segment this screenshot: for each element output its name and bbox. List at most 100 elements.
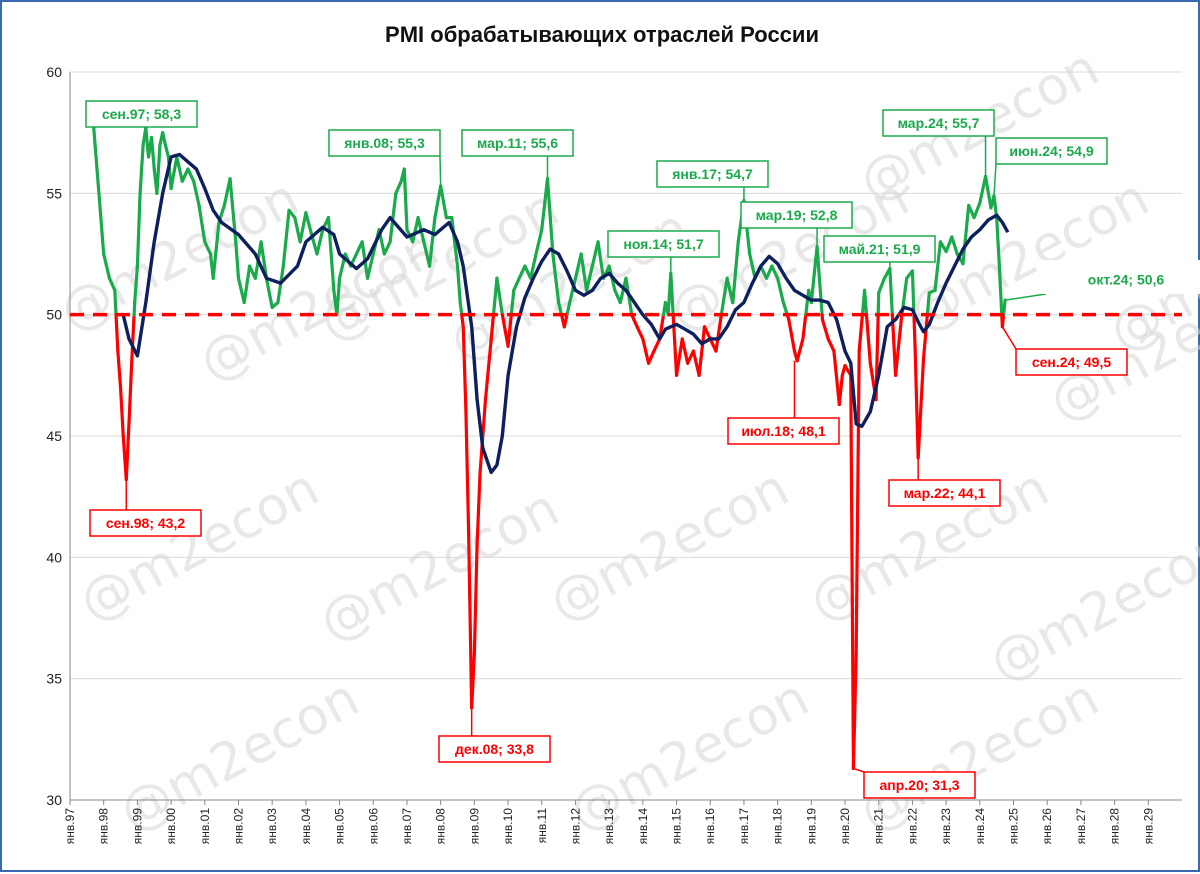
annotation-label-8: мар.19; 52,8: [756, 207, 838, 223]
pmi-segment-183-0: [986, 176, 991, 208]
pmi-segment-68-0: [404, 169, 407, 230]
pmi-segment-188-1: [1004, 300, 1005, 315]
pmi-segment-10-1: [134, 303, 135, 315]
x-tick-label-2: янв.99: [130, 808, 144, 845]
x-tick-label-15: янв.12: [568, 808, 582, 845]
pmi-segment-117-0: [654, 339, 660, 351]
watermark-8: @m2econ: [70, 458, 329, 634]
x-tick-label-17: янв.14: [636, 808, 650, 845]
x-tick-label-26: янв.23: [939, 808, 953, 845]
x-tick-label-31: янв.28: [1108, 808, 1122, 845]
y-tick-label-30: 30: [46, 792, 62, 808]
annotation-label-4: мар.11; 55,6: [477, 135, 558, 151]
y-tick-label-60: 60: [46, 64, 62, 80]
x-tick-label-4: янв.01: [198, 808, 212, 845]
pmi-segment-4-0: [115, 290, 116, 314]
annotation-leader-9: [853, 768, 864, 772]
pmi-segment-38-0: [244, 266, 249, 302]
pmi-segment-160-0: [865, 290, 867, 314]
annotation-label-7: июл.18; 48,1: [741, 423, 826, 439]
x-tick-label-19: янв.16: [703, 808, 717, 845]
pmi-segment-25-0: [177, 157, 182, 181]
x-tick-label-3: янв.00: [164, 808, 178, 845]
annotation-leader-14: [1002, 327, 1016, 349]
pmi-segment-169-1: [914, 315, 915, 349]
pmi-segment-188-0: [1002, 315, 1003, 327]
pmi-segment-6-0: [121, 387, 124, 436]
pmi-segment-75-0: [441, 186, 447, 218]
annotation-label-3: дек.08; 33,8: [455, 741, 534, 757]
pmi-segment-163-0: [879, 278, 885, 293]
pmi-segment-123-0: [677, 339, 683, 375]
pmi-segment-10-0: [132, 315, 134, 364]
watermark-12: @m2econ: [980, 518, 1200, 694]
pmi-segment-21-0: [163, 133, 166, 145]
pmi-segment-113-0: [632, 315, 637, 327]
annotation-label-0: сен.97; 58,3: [102, 106, 182, 122]
pmi-segment-79-1: [462, 315, 464, 327]
pmi-segment-81-0: [466, 412, 469, 533]
annotation-label-11: мар.22; 44,1: [904, 485, 986, 501]
pmi-segment-116-0: [649, 351, 654, 363]
x-tick-label-11: янв.08: [434, 808, 448, 845]
pmi-segment-13-0: [140, 145, 143, 194]
pmi-segment-1-0: [98, 181, 104, 254]
annotation-label-9: апр.20; 31,3: [879, 777, 959, 793]
annotation-label-10: май.21; 51,9: [839, 241, 921, 257]
pmi-segment-66-0: [396, 181, 401, 193]
x-tick-label-5: янв.02: [231, 808, 245, 845]
x-tick-label-10: янв.07: [400, 808, 414, 845]
x-tick-label-9: янв.06: [366, 808, 380, 845]
x-tick-label-12: янв.09: [467, 808, 481, 845]
x-tick-label-27: янв.24: [973, 808, 987, 845]
pmi-segment-22-0: [165, 145, 168, 157]
pmi-segment-24-0: [171, 157, 177, 189]
y-tick-label-50: 50: [46, 307, 62, 323]
pmi-segment-5-0: [118, 351, 121, 387]
x-tick-label-13: янв.10: [501, 808, 515, 845]
pmi-segment-19-0: [157, 145, 160, 194]
pmi-segment-160-1: [866, 315, 870, 364]
pmi-segment-177-0: [952, 237, 957, 254]
y-tick-label-45: 45: [46, 428, 62, 444]
chart-title: PMI обрабатывающих отраслей России: [385, 22, 819, 47]
y-tick-label-35: 35: [46, 671, 62, 687]
x-tick-label-7: янв.04: [299, 808, 313, 845]
watermark-10: @m2econ: [540, 458, 799, 634]
pmi-segment-165-0: [890, 269, 892, 315]
annotation-label-5: ноя.14; 51,7: [623, 236, 703, 252]
pmi-segment-8-0: [126, 424, 129, 480]
pmi-segment-4-1: [116, 315, 118, 351]
annotation-label-14: сен.24; 49,5: [1032, 354, 1112, 370]
x-tick-label-30: янв.27: [1074, 808, 1088, 845]
x-tick-label-16: янв.13: [602, 808, 616, 845]
pmi-segment-156-0: [851, 375, 854, 768]
x-tick-label-23: янв.20: [838, 808, 852, 845]
x-tick-label-0: янв.97: [63, 808, 77, 845]
x-tick-label-28: янв.25: [1007, 808, 1021, 845]
annotation-label-13: июн.24; 54,9: [1009, 143, 1093, 159]
x-tick-label-32: янв.29: [1141, 808, 1155, 845]
pmi-segment-9-0: [129, 363, 132, 424]
annotation-label-1: сен.98; 43,2: [106, 515, 186, 531]
pmi-segment-17-0: [152, 138, 155, 170]
annotation-label-15: окт.24; 50,6: [1088, 272, 1165, 288]
y-tick-label-40: 40: [46, 549, 62, 565]
pmi-segment-151-0: [828, 339, 834, 351]
pmi-segment-159-0: [859, 315, 862, 351]
x-tick-label-14: янв.11: [535, 808, 549, 844]
annotation-label-6: янв.17; 54,7: [672, 166, 753, 182]
y-tick-label-55: 55: [46, 185, 62, 201]
x-tick-label-21: янв.18: [771, 808, 785, 845]
pmi-segment-74-0: [435, 186, 441, 218]
annotation-leader-13: [994, 164, 996, 196]
x-tick-label-20: янв.17: [737, 808, 751, 845]
pmi-segment-146-0: [803, 315, 806, 339]
pmi-segment-162-1: [878, 293, 879, 315]
annotation-label-2: янв.08; 55,3: [344, 135, 425, 151]
pmi-segment-145-0: [797, 339, 803, 361]
x-tick-label-6: янв.03: [265, 808, 279, 845]
pmi-segment-115-0: [643, 339, 649, 363]
pmi-segment-150-0: [822, 320, 828, 339]
